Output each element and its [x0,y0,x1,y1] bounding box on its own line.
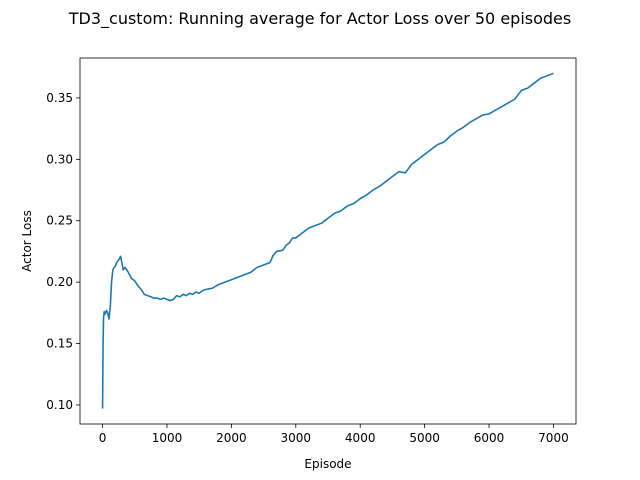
x-tick-label: 4000 [345,431,376,445]
x-tick-label: 0 [99,431,107,445]
y-tick-label: 0.25 [46,214,73,228]
chart-title: TD3_custom: Running average for Actor Lo… [68,9,571,29]
y-tick-label: 0.20 [46,275,73,289]
x-axis-label: Episode [304,457,351,471]
y-axis-ticks: 0.10 0.15 0.20 0.25 0.30 0.35 [46,91,80,412]
x-tick-label: 7000 [538,431,569,445]
y-tick-label: 0.30 [46,152,73,166]
y-axis-label: Actor Loss [20,210,34,272]
y-tick-label: 0.10 [46,398,73,412]
x-tick-label: 3000 [281,431,312,445]
axes-frame [79,57,577,425]
x-tick-label: 5000 [409,431,440,445]
x-tick-label: 1000 [152,431,183,445]
y-tick-label: 0.35 [46,91,73,105]
x-axis-ticks: 0 1000 2000 3000 4000 5000 6000 7000 [99,424,569,445]
plot-lines [101,72,554,409]
series-line-0 [101,72,554,409]
y-tick-label: 0.15 [46,337,73,351]
x-tick-label: 2000 [216,431,247,445]
x-tick-label: 6000 [474,431,505,445]
